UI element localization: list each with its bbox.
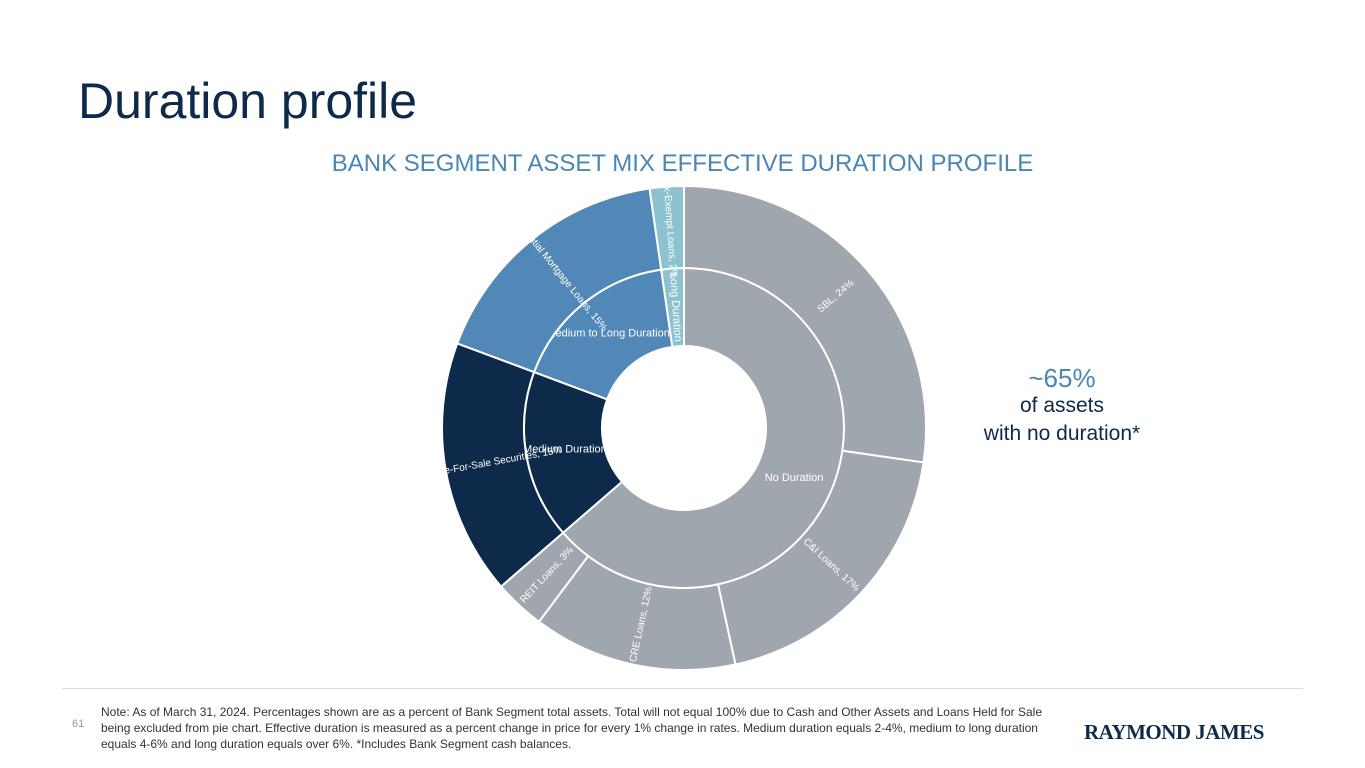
sunburst-segment	[648, 184, 685, 271]
slide-title: Duration profile	[78, 73, 418, 129]
logo: RAYMOND JAMES	[1084, 720, 1264, 744]
segment-label: Medium Duration	[523, 443, 607, 455]
divider	[62, 688, 1303, 689]
callout: ~65% of assets with no duration*	[962, 364, 1162, 448]
sunburst-segment	[683, 184, 927, 464]
callout-text: of assets	[1019, 394, 1105, 417]
callout-value: ~65%	[1028, 363, 1096, 393]
footnote: Note: As of March 31, 2024. Percentages …	[101, 705, 1043, 751]
segment-label: No Duration	[765, 472, 824, 484]
callout-text: with no duration*	[983, 422, 1141, 445]
page-number: 61	[72, 718, 85, 730]
segment-label: Long Duration	[667, 272, 684, 342]
chart-title: BANK SEGMENT ASSET MIX EFFECTIVE DURATIO…	[331, 150, 1034, 177]
segment-label: Medium to Long Duration	[546, 328, 670, 340]
